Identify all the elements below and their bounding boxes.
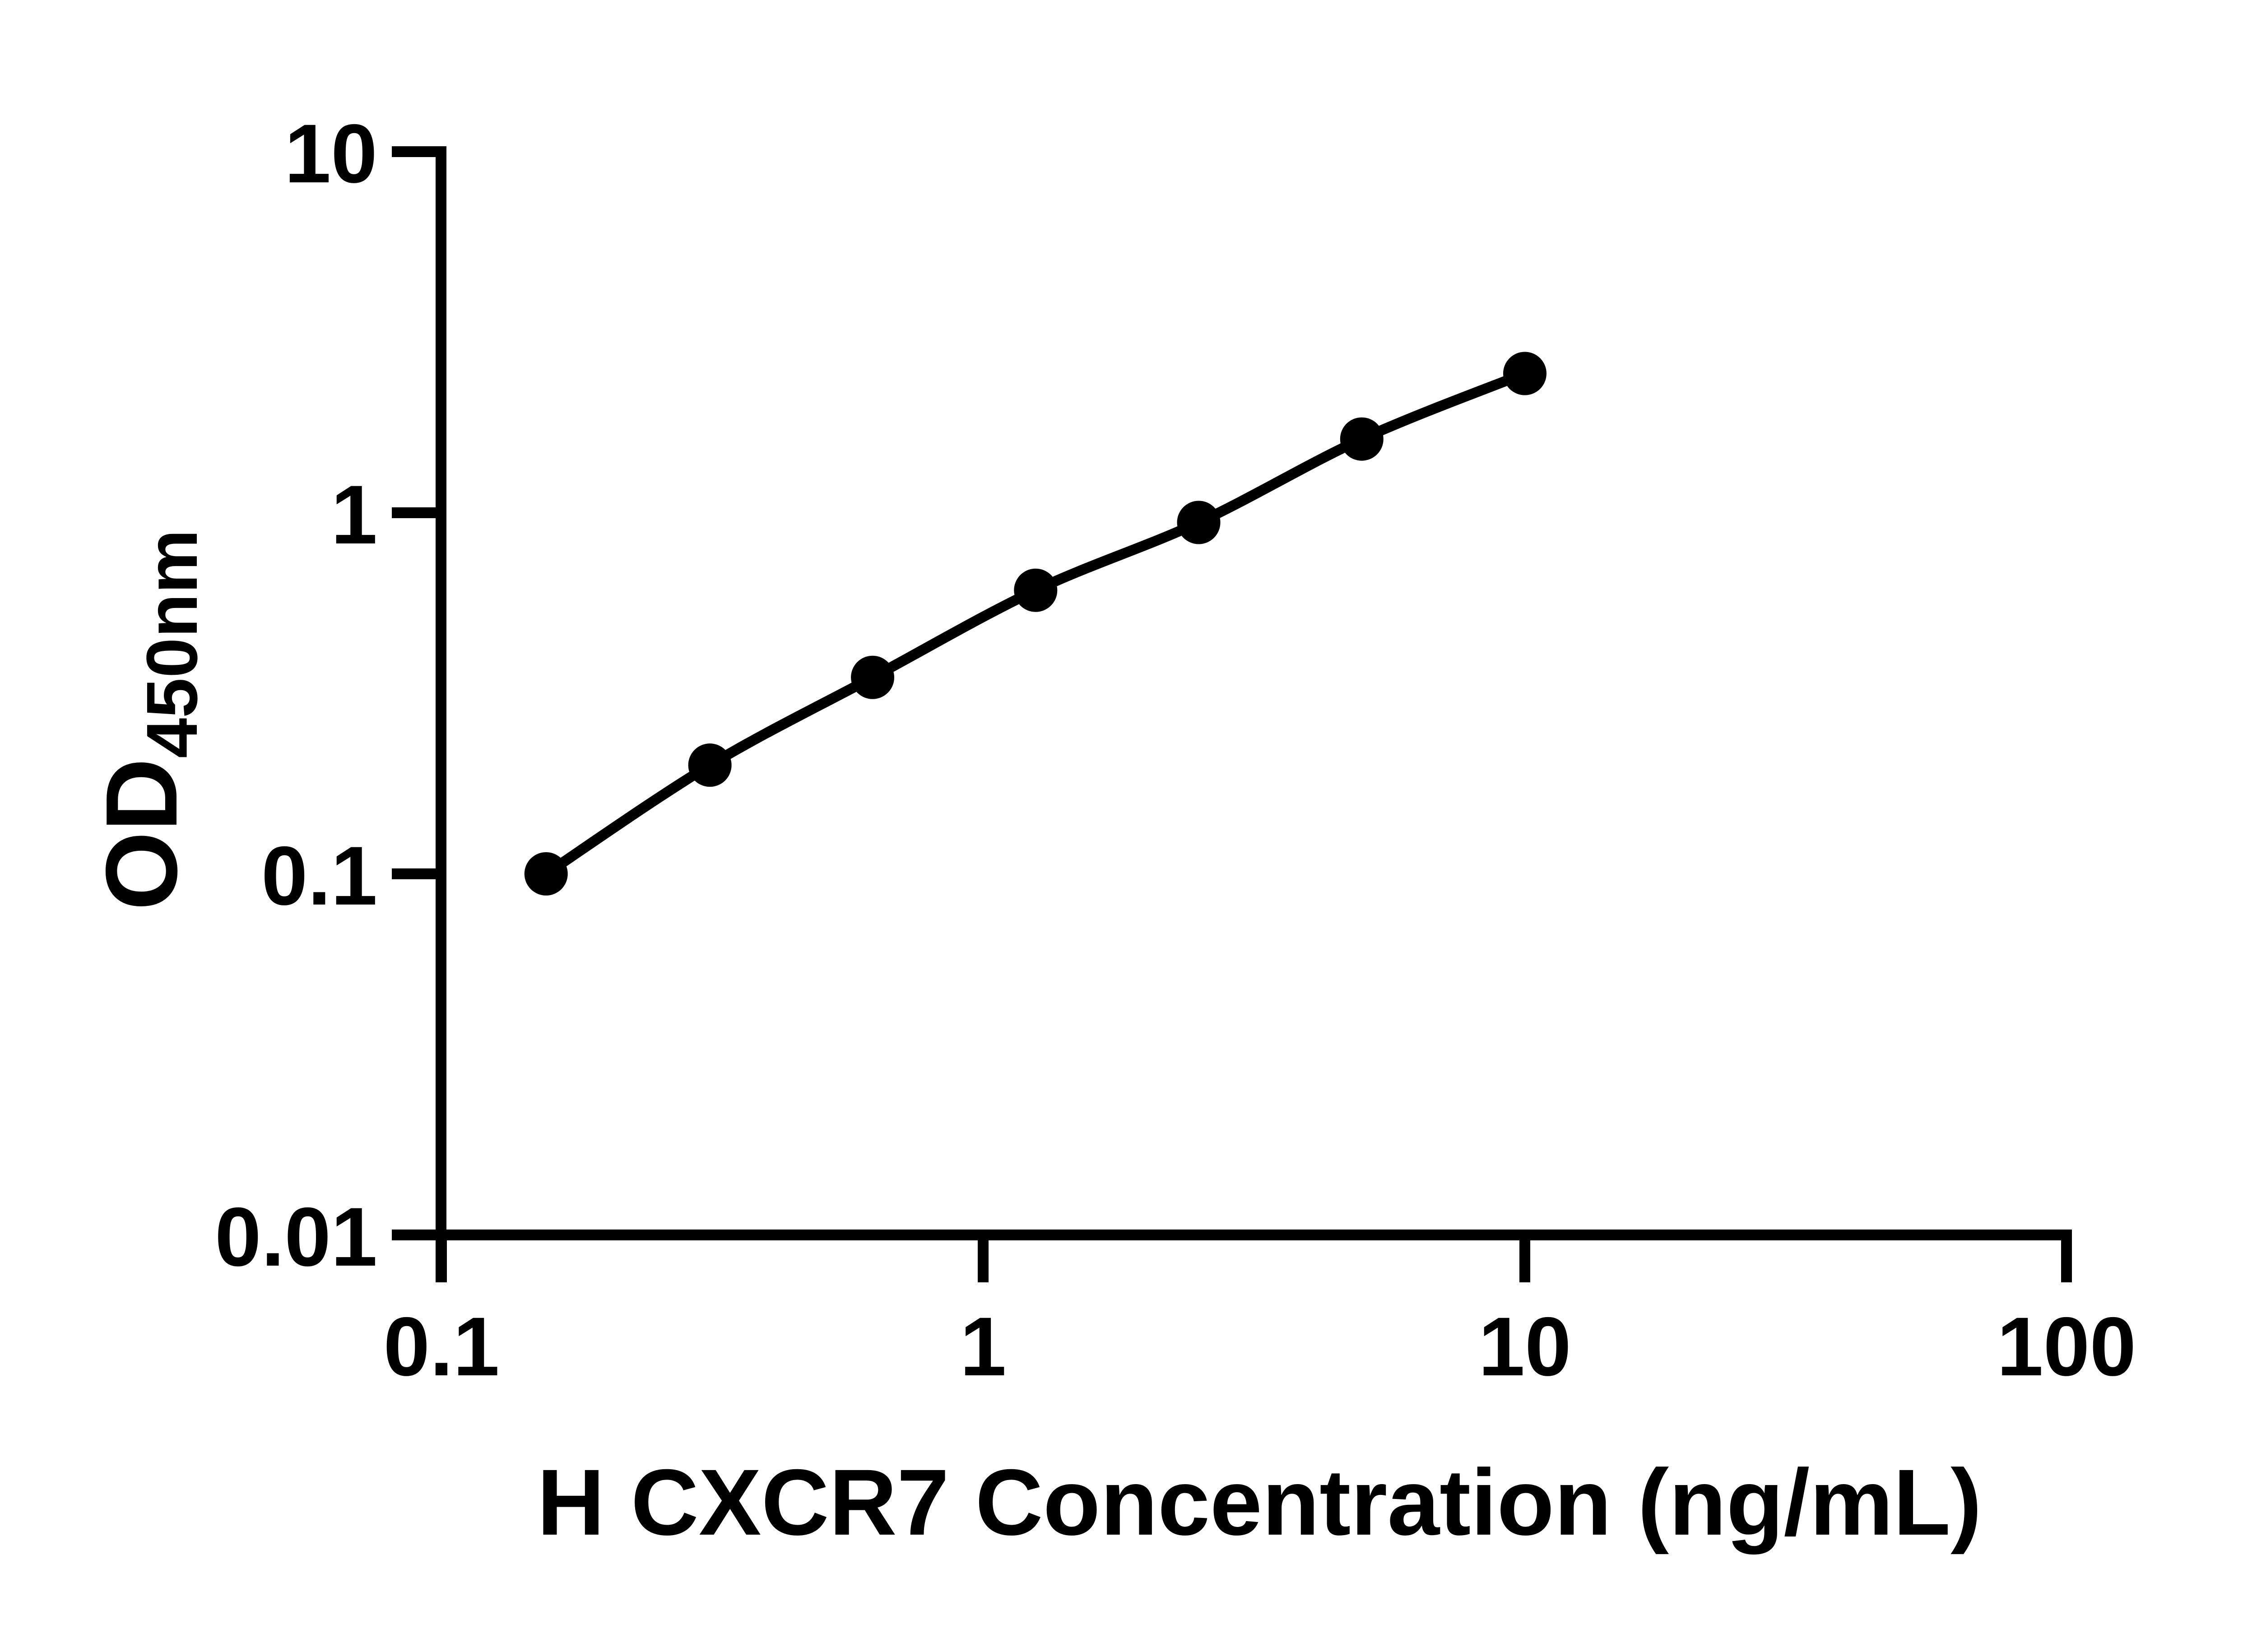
y-tick-label-1: 1 <box>331 469 377 561</box>
y-tick-label-10: 10 <box>284 107 377 200</box>
x-tick-label-1: 1 <box>960 1300 1007 1393</box>
y-axis-title-subscript: 450nm <box>131 529 212 758</box>
data-point-5 <box>1340 417 1384 461</box>
y-axis-title-main: OD <box>84 758 198 911</box>
series-layer <box>524 352 1546 896</box>
x-tick-label-100: 100 <box>1997 1300 2136 1393</box>
data-point-1.25 <box>1014 568 1058 612</box>
x-tick-label-0.1: 0.1 <box>383 1300 499 1393</box>
data-point-0.156 <box>524 852 568 896</box>
y-tick-label-0.01: 0.01 <box>215 1191 377 1284</box>
x-tick-label-10: 10 <box>1478 1300 1571 1393</box>
axes-layer <box>392 146 2072 1282</box>
data-point-2.5 <box>1177 501 1221 544</box>
y-tick-label-0.1: 0.1 <box>261 830 377 923</box>
data-point-0.625 <box>851 655 895 699</box>
data-point-10 <box>1503 352 1546 395</box>
data-point-0.313 <box>688 743 732 787</box>
x-axis-title: H CXCR7 Concentration (ng/mL) <box>537 1450 1982 1555</box>
y-axis-title: OD450nm <box>84 529 212 910</box>
